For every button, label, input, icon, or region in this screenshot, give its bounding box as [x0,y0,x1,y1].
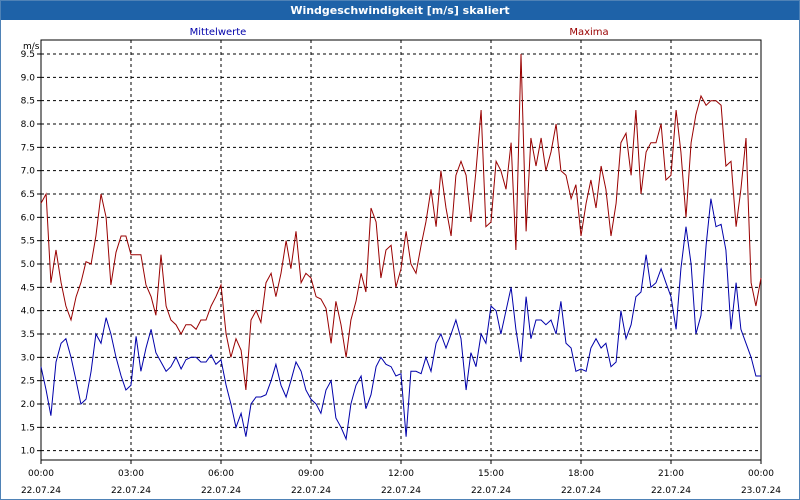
x-tick-date: 22.07.24 [381,486,421,496]
window-title: Windgeschwindigkeit [m/s] skaliert [1,1,799,20]
data-series [40,53,762,441]
y-tick-label: 6.0 [21,213,36,223]
y-tick-label: 1.5 [21,423,35,433]
x-tick-labels: 00:00 22.07.24 03:00 22.07.24 06:00 22.07.24 0… [21,469,781,496]
x-tick-date: 22.07.24 [291,486,331,496]
series-line-maxima [40,53,762,391]
y-tick-label: 5.5 [21,237,35,247]
y-tick-label: 9.0 [21,73,36,83]
x-tick-date: 22.07.24 [471,486,511,496]
y-tick-label: 4.5 [21,283,35,293]
x-tick-date: 22.07.24 [651,486,691,496]
y-tick-label: 6.5 [21,190,35,200]
y-tick-label: 4.0 [21,307,36,317]
y-tick-label: 5.0 [21,260,36,270]
y-tick-label: 3.0 [21,353,36,363]
x-tick-time: 00:00 [28,469,54,479]
y-tick-label: 3.5 [21,330,35,340]
x-tick-time: 12:00 [388,469,414,479]
y-tick-label: 2.0 [21,400,36,410]
y-tick-labels: 1.0 1.5 2.0 2.5 3.0 3.5 4.0 4.5 5.0 5.5 6.0 6.5 7.0 7… [21,50,36,457]
x-tick-time: 18:00 [568,469,594,479]
x-tick-time: 06:00 [208,469,234,479]
y-tick-label: 2.5 [21,377,35,387]
y-tick-label: 1.0 [21,447,36,457]
x-tick-date: 22.07.24 [561,486,601,496]
series-line-mittelwerte [40,198,761,441]
x-tick-time: 09:00 [298,469,324,479]
y-tick-label: 8.5 [21,97,35,107]
y-tick-label: 7.5 [21,143,35,153]
wind-speed-chart: 1.0 1.5 2.0 2.5 3.0 3.5 4.0 4.5 5.0 5.5 6.0 6.5 7.0 7… [1,21,799,499]
y-tick-label: 9.5 [21,50,35,60]
x-tick-time: 00:00 [748,469,774,479]
axes [40,39,762,461]
grid-lines [37,40,762,464]
y-tick-label: 8.0 [21,120,36,130]
x-tick-time: 03:00 [118,469,144,479]
x-tick-time: 15:00 [478,469,504,479]
legend-maxima: Maxima [569,27,608,38]
y-axis-label: m/s [23,42,40,52]
x-tick-date: 22.07.24 [111,486,151,496]
x-tick-date: 22.07.24 [21,486,61,496]
legend-mittelwerte: Mittelwerte [190,27,247,38]
plot-frame [40,39,762,461]
x-tick-time: 21:00 [658,469,684,479]
x-tick-date: 22.07.24 [201,486,241,496]
y-tick-label: 7.0 [21,167,36,177]
x-tick-date: 23.07.24 [741,486,781,496]
